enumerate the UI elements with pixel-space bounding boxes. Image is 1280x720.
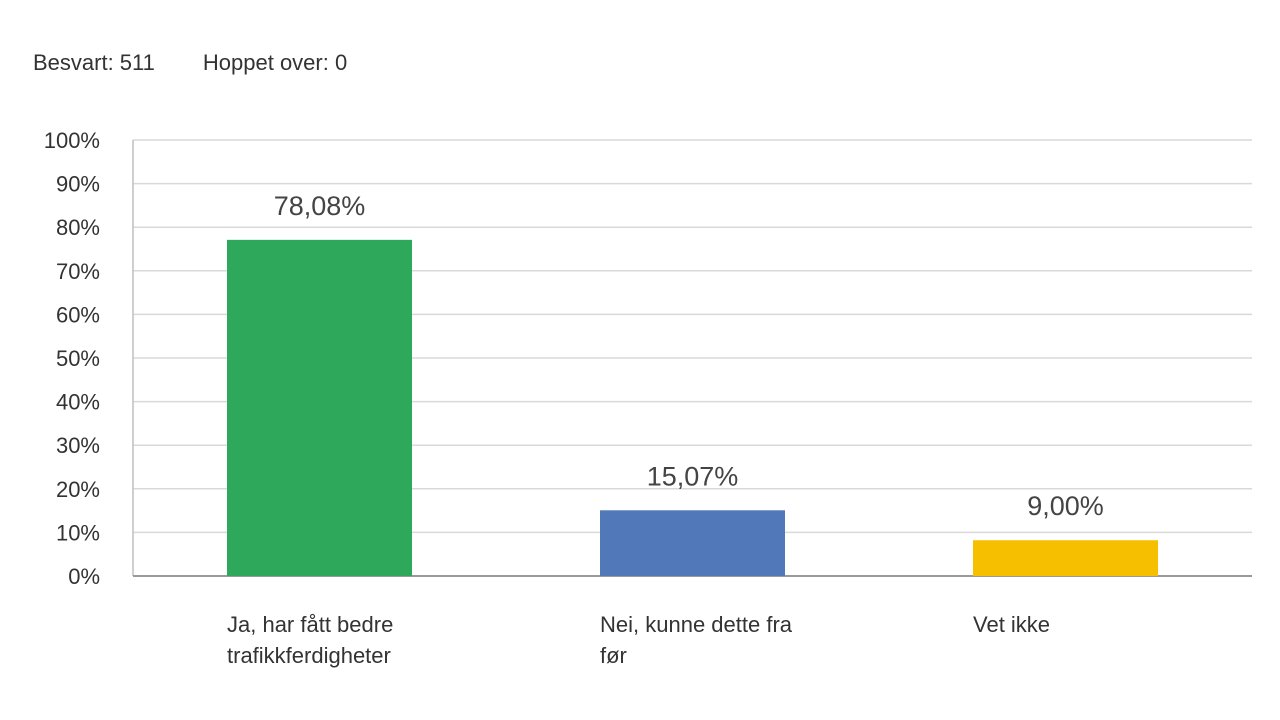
data-label: 9,00%	[1027, 491, 1104, 521]
y-tick-label: 20%	[56, 477, 100, 502]
answered-count: Besvart: 511	[33, 50, 155, 75]
y-tick-label: 50%	[56, 346, 100, 371]
y-tick-label: 0%	[68, 564, 100, 589]
bar	[973, 540, 1158, 576]
data-label: 78,08%	[274, 191, 366, 221]
response-summary: Besvart: 511 Hoppet over: 0	[33, 50, 347, 76]
y-tick-label: 30%	[56, 433, 100, 458]
y-tick-label: 60%	[56, 302, 100, 327]
y-tick-label: 80%	[56, 215, 100, 240]
data-label: 15,07%	[647, 461, 739, 491]
skipped-count: Hoppet over: 0	[202, 50, 348, 75]
bar	[227, 239, 412, 576]
x-category-label: Vet ikke	[973, 612, 1050, 637]
y-tick-label: 90%	[56, 172, 100, 197]
y-tick-label: 70%	[56, 259, 100, 284]
y-tick-label: 100%	[44, 128, 100, 153]
y-tick-label: 40%	[56, 390, 100, 415]
y-tick-label: 10%	[56, 520, 100, 545]
bar	[600, 510, 785, 576]
x-category-label: Nei, kunne dette fra før	[600, 612, 793, 668]
x-category-label: Ja, har fått bedre trafikkferdigheter	[227, 612, 393, 668]
